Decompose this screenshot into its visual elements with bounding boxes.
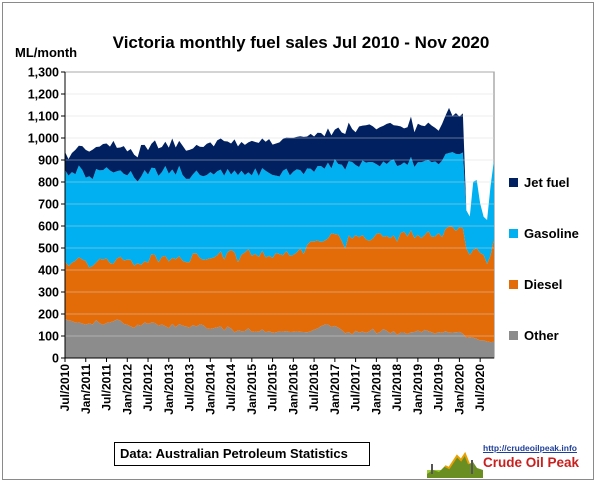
- y-tick-label: 1,300: [28, 66, 59, 80]
- y-tick-label: 600: [38, 220, 59, 234]
- x-tick-label: Jul/2012: [141, 364, 155, 412]
- crude-oil-peak-logo[interactable]: http://crudeoilpeak.info Crude Oil Peak: [427, 443, 593, 480]
- y-tick-label: 1,200: [28, 88, 59, 102]
- x-tick-label: Jan/2014: [203, 364, 217, 415]
- legend-swatch-jet-fuel: [509, 178, 518, 187]
- y-tick-label: 400: [38, 264, 59, 278]
- legend-label: Gasoline: [524, 226, 579, 241]
- y-tick-label: 200: [38, 308, 59, 322]
- x-tick-label: Jul/2011: [100, 364, 114, 411]
- plot-area: [64, 71, 495, 359]
- legend-swatch-diesel: [509, 280, 518, 289]
- x-tick-label: Jul/2018: [390, 364, 404, 412]
- x-tick-label: Jan/2018: [369, 364, 383, 415]
- chart: Victoria monthly fuel sales Jul 2010 - N…: [15, 33, 579, 415]
- x-tick-label: Jan/2011: [79, 364, 93, 414]
- y-axis: 0 100 200 300 400 500 600 700 800 900 1,000 1,100 1,…: [28, 66, 66, 366]
- x-tick-label: Jan/2015: [245, 364, 259, 415]
- y-tick-label: 1,100: [28, 110, 59, 124]
- logo-url-link[interactable]: http://crudeoilpeak.info: [483, 443, 577, 453]
- legend-label: Other: [524, 328, 559, 343]
- gridlines: [65, 71, 494, 337]
- y-tick-label: 300: [38, 286, 59, 300]
- legend-label: Jet fuel: [524, 175, 570, 190]
- y-tick-label: 100: [38, 330, 59, 344]
- x-tick-label: Jul/2015: [266, 364, 280, 412]
- x-tick-label: Jul/2020: [473, 364, 487, 412]
- logo-name: Crude Oil Peak: [483, 455, 580, 470]
- x-tick-label: Jan/2020: [452, 364, 466, 415]
- y-tick-label: 500: [38, 242, 59, 256]
- chart-frame: Victoria monthly fuel sales Jul 2010 - N…: [2, 2, 594, 480]
- x-tick-label: Jul/2017: [349, 364, 363, 412]
- area-other: [65, 318, 494, 358]
- x-tick-label: Jan/2013: [162, 364, 176, 415]
- x-tick-label: Jan/2012: [120, 364, 134, 415]
- legend: Jet fuel Gasoline Diesel Other: [509, 175, 579, 343]
- x-tick-label: Jul/2019: [432, 364, 446, 412]
- x-tick-label: Jul/2013: [183, 364, 197, 412]
- x-tick-label: Jan/2016: [286, 364, 300, 415]
- x-tick-label: Jul/2016: [307, 364, 321, 412]
- area-jet-fuel: [65, 107, 494, 221]
- area-diesel: [65, 226, 494, 343]
- x-tick-label: Jul/2010: [58, 364, 72, 412]
- x-tick-label: Jan/2019: [411, 364, 425, 415]
- legend-swatch-other: [509, 331, 518, 340]
- x-tick-label: Jan/2017: [328, 364, 342, 415]
- y-tick-label: 800: [38, 176, 59, 190]
- y-tick-label: 0: [52, 352, 59, 366]
- legend-label: Diesel: [524, 277, 562, 292]
- x-axis: Jul/2010 Jan/2011 Jul/2011 Jan/2012 Jul/2012…: [58, 357, 494, 415]
- y-axis-label: ML/month: [15, 45, 77, 60]
- source-note: Data: Australian Petroleum Statistics: [114, 442, 370, 466]
- area-gasoline: [65, 152, 494, 268]
- x-tick-label: Jul/2014: [224, 364, 238, 412]
- y-tick-label: 900: [38, 154, 59, 168]
- chart-title: Victoria monthly fuel sales Jul 2010 - N…: [113, 33, 490, 52]
- oil-peak-logo-art: [427, 451, 483, 478]
- legend-swatch-gasoline: [509, 229, 518, 238]
- y-tick-label: 1,000: [28, 132, 59, 146]
- y-tick-label: 700: [38, 198, 59, 212]
